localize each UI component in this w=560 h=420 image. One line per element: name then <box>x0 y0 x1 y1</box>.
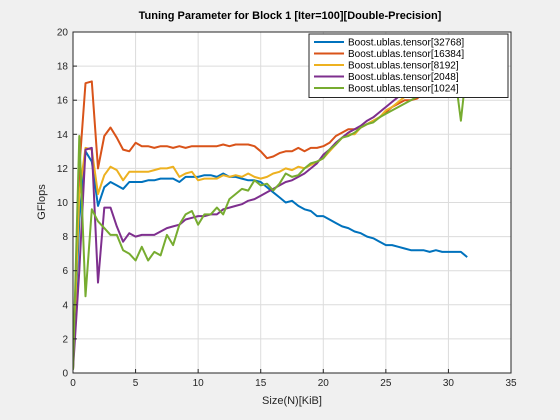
x-tick-label: 30 <box>443 378 455 389</box>
y-tick-label: 18 <box>57 62 69 73</box>
series-lines <box>73 53 469 370</box>
y-tick-label: 10 <box>57 198 69 209</box>
y-axis-label: GFlops <box>36 184 48 220</box>
legend-label: Boost.ublas.tensor[1024] <box>348 84 459 95</box>
y-tick-label: 14 <box>57 130 69 141</box>
y-tick-label: 6 <box>62 266 68 277</box>
x-tick-label: 5 <box>133 378 139 389</box>
y-tick-label: 2 <box>62 334 68 345</box>
x-tick-label: 20 <box>318 378 330 389</box>
x-tick-label: 25 <box>380 378 392 389</box>
legend: Boost.ublas.tensor[32768]Boost.ublas.ten… <box>308 33 509 98</box>
x-tick-label: 15 <box>255 378 267 389</box>
chart-title: Tuning Parameter for Block 1 [Iter=100][… <box>139 10 442 22</box>
x-tick-label: 0 <box>70 378 76 389</box>
y-tick-label: 8 <box>62 232 68 243</box>
y-tick-label: 20 <box>57 28 69 39</box>
series-line-4 <box>73 53 469 370</box>
series-line-3 <box>73 65 431 370</box>
legend-label: Boost.ublas.tensor[32768] <box>348 38 464 49</box>
x-tick-label: 10 <box>193 378 205 389</box>
legend-label: Boost.ublas.tensor[8192] <box>348 61 459 72</box>
y-tick-label: 4 <box>62 300 68 311</box>
x-tick-label: 35 <box>505 378 517 389</box>
axis-ticks: 0 5 10 15 20 25 30 35 0 2 4 6 8 10 12 14 16 18 20 <box>57 28 517 390</box>
y-tick-label: 12 <box>57 164 69 175</box>
legend-label: Boost.ublas.tensor[16384] <box>348 49 464 60</box>
y-tick-label: 0 <box>62 369 68 380</box>
legend-label: Boost.ublas.tensor[2048] <box>348 72 459 83</box>
x-axis-label: Size(N)[KiB] <box>262 395 322 407</box>
y-tick-label: 16 <box>57 96 69 107</box>
